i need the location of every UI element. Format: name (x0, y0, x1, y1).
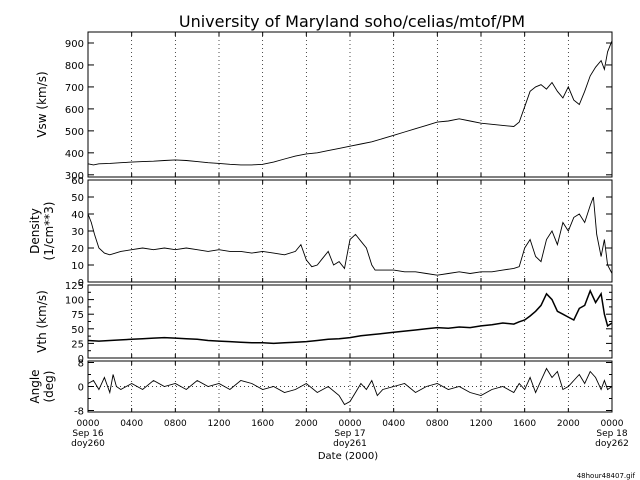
y-axis-label: (deg) (42, 371, 56, 403)
x-tick-label: 1200 (208, 419, 231, 429)
y-tick-label: 0 (78, 383, 84, 394)
y-tick-label: 0 (78, 278, 84, 289)
y-axis-label: Density (28, 208, 42, 254)
series-line-density (87, 196, 613, 276)
series-line-angle (87, 367, 613, 406)
series-line-vsw (87, 40, 613, 166)
y-tick-label: 20 (71, 244, 84, 255)
y-tick-label: 50 (71, 325, 84, 336)
y-tick-label: 10 (71, 261, 84, 272)
series-line-vth (87, 288, 613, 345)
y-tick-label: 400 (65, 149, 84, 160)
panel-vsw: 300 400 500 600 700 800 900 Vsw (km/s) (35, 31, 613, 182)
y-tick-label: 300 (65, 171, 84, 182)
panel-density: 0 10 20 30 40 50 60 Density (1/cm**3) (28, 176, 613, 289)
y-axis-label: Angle (28, 369, 42, 403)
x-tick-label: 0800 (164, 419, 187, 429)
panel-frame (87, 179, 613, 283)
chart-title: University of Maryland soho/celias/mtof/… (179, 12, 525, 31)
x-tick-label: 0400 (382, 419, 405, 429)
x-tick-label: 0800 (426, 419, 449, 429)
x-tick-label: 2000 (295, 419, 318, 429)
y-tick-label: 600 (65, 105, 84, 116)
y-tick-label: -8 (74, 407, 84, 418)
x-tick-label: 0000 (601, 419, 624, 429)
y-tick-label: 100 (65, 296, 84, 307)
y-tick-label: 8 (78, 359, 84, 370)
y-tick-label: 40 (71, 210, 84, 221)
x-tick-label: 0000 (77, 419, 100, 429)
panel-vth: 0 25 50 75 100 125 Vth (km/s) (35, 281, 613, 365)
y-tick-label: 900 (65, 39, 84, 50)
x-tick-label: Sep 18 (596, 429, 628, 439)
y-tick-label: 800 (65, 61, 84, 72)
x-tick-label: doy260 (71, 439, 105, 449)
y-tick-label: 25 (71, 339, 84, 350)
x-tick-label: Sep 17 (334, 429, 365, 439)
y-tick-label: 50 (71, 193, 84, 204)
y-tick-label: 75 (71, 310, 84, 321)
y-tick-label: 30 (71, 227, 84, 238)
x-tick-label: doy262 (595, 439, 629, 449)
x-tick-label: 1200 (470, 419, 493, 429)
x-tick-label: 2000 (557, 419, 580, 429)
x-tick-label: 0000 (339, 419, 362, 429)
footer-filename: 48hour48407.gif (577, 472, 636, 480)
y-axis-label: Vth (km/s) (35, 290, 49, 353)
y-tick-label: 0 (78, 354, 84, 365)
y-tick-label: 60 (71, 176, 84, 187)
x-tick-label: 1600 (513, 419, 536, 429)
y-axis-label: (1/cm**3) (42, 202, 56, 261)
x-tick-label: doy261 (333, 439, 367, 449)
panel-angle: -8 0 8 Angle (deg) (28, 359, 613, 418)
y-tick-label: 125 (65, 281, 84, 292)
y-tick-label: 500 (65, 127, 84, 138)
x-tick-label: 0400 (120, 419, 143, 429)
y-tick-label: 700 (65, 83, 84, 94)
x-axis-label: Date (2000) (318, 451, 378, 462)
x-tick-label: 1600 (251, 419, 274, 429)
x-tick-label: Sep 16 (72, 429, 104, 439)
y-axis-label: Vsw (km/s) (35, 71, 49, 137)
